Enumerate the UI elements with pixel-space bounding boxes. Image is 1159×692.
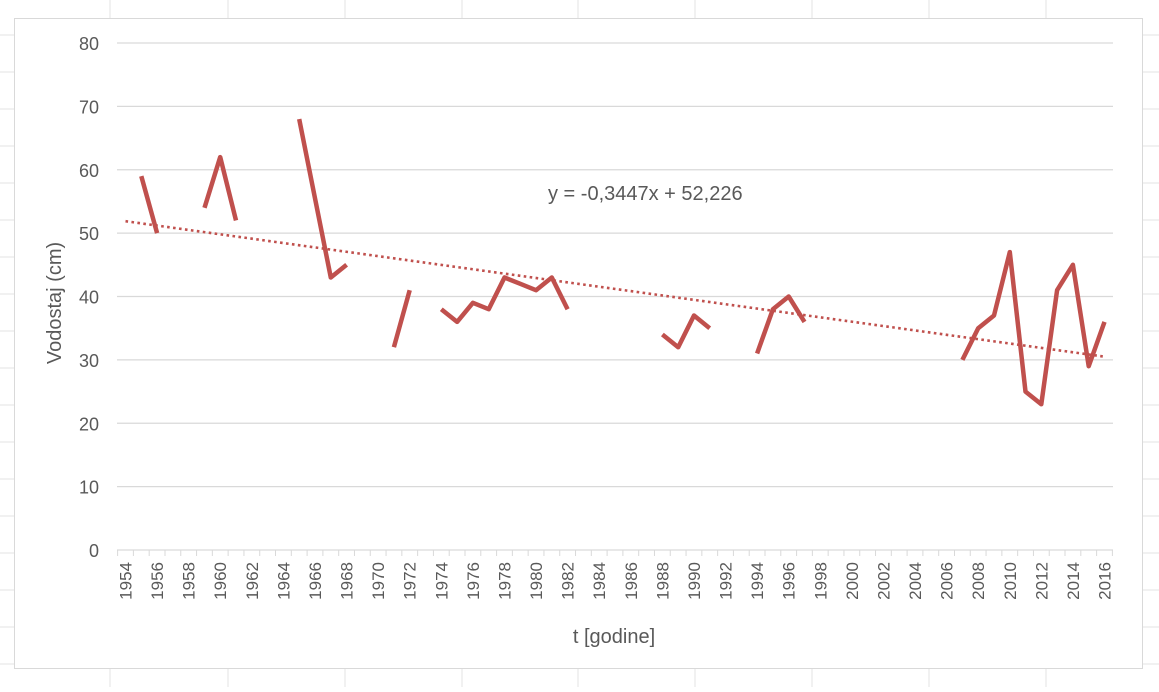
x-tick-label: 1972 [401, 562, 420, 600]
x-tick-label: 1988 [653, 562, 672, 600]
series-line-segment [660, 313, 712, 350]
y-tick-label: 40 [79, 288, 99, 308]
x-tick-label: 1970 [369, 562, 388, 600]
x-tick-label: 2000 [843, 562, 862, 600]
series-layer [139, 118, 1107, 407]
trendline [125, 219, 1105, 358]
y-tick-label: 10 [79, 478, 99, 498]
x-tick-label: 1980 [527, 562, 546, 600]
series-line-segment [139, 175, 160, 234]
y-tick-label: 30 [79, 351, 99, 371]
x-tick-label: 1960 [211, 562, 230, 600]
x-tick-label: 2006 [938, 562, 957, 600]
x-tick-label: 1962 [243, 562, 262, 600]
series-line-segment [391, 289, 412, 348]
x-axis-ticks [117, 550, 1113, 556]
x-tick-label: 1978 [495, 562, 514, 600]
series-line-segment [439, 275, 570, 325]
x-tick-label: 2004 [906, 562, 925, 600]
x-tick-label: 1958 [180, 562, 199, 600]
x-tick-label: 2016 [1096, 562, 1115, 600]
y-tick-label: 50 [79, 224, 99, 244]
x-tick-label: 1998 [811, 562, 830, 600]
x-tick-label: 1996 [780, 562, 799, 600]
x-tick-label: 1964 [274, 562, 293, 600]
x-tick-label: 1994 [748, 562, 767, 600]
x-axis-title: t [godine] [573, 626, 655, 648]
horizontal-gridlines [117, 42, 1113, 488]
x-axis-tick-labels: 1954 1956 1958 1960 1962 1964 1966 1968 1970 1972… [117, 562, 1115, 600]
x-tick-label: 2008 [969, 562, 988, 600]
x-tick-label: 1982 [559, 562, 578, 600]
chart-border [14, 18, 1143, 669]
y-tick-label: 20 [79, 414, 99, 434]
series-line-segment [754, 294, 807, 355]
x-tick-label: 2014 [1064, 562, 1083, 600]
y-axis-tick-labels: 0 10 20 30 40 50 60 70 80 [79, 34, 99, 561]
x-tick-label: 1992 [717, 562, 736, 600]
x-tick-label: 2002 [874, 562, 893, 600]
x-tick-label: 1976 [464, 562, 483, 600]
x-tick-label: 2010 [1001, 562, 1020, 600]
series-line-segment [202, 154, 239, 221]
x-tick-label: 1956 [148, 562, 167, 600]
y-axis-title: Vodostaj (cm) [44, 242, 66, 364]
x-tick-label: 2012 [1032, 562, 1051, 600]
y-tick-label: 60 [79, 161, 99, 181]
x-tick-label: 1966 [306, 562, 325, 600]
y-tick-label: 0 [89, 541, 99, 561]
x-tick-label: 1974 [432, 562, 451, 600]
x-tick-label: 1954 [117, 562, 136, 600]
x-tick-label: 1968 [338, 562, 357, 600]
series-line-segment [960, 249, 1107, 407]
x-tick-label: 1986 [622, 562, 641, 600]
trendline-layer [125, 219, 1105, 358]
y-tick-label: 80 [79, 34, 99, 54]
x-tick-label: 1990 [685, 562, 704, 600]
trendline-equation: y = -0,3447x + 52,226 [548, 183, 743, 205]
y-tick-label: 70 [79, 97, 99, 117]
x-tick-label: 1984 [590, 562, 609, 600]
series-line-segment [296, 118, 349, 280]
